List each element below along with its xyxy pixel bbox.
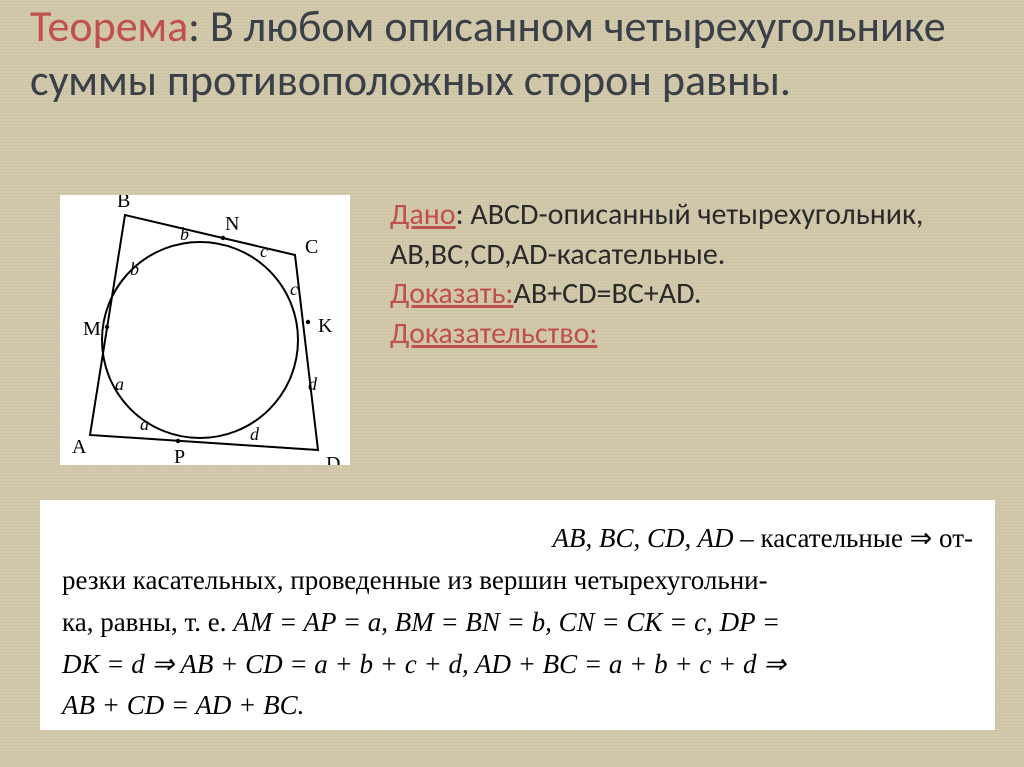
- proof-line-4: DK = d ⇒ AB + CD = a + b + c + d, AD + B…: [62, 644, 973, 686]
- proof-line-5: AB + CD = AD + BC.: [62, 685, 973, 727]
- geometry-diagram: A B C D M N K P aa b b c c d d: [60, 195, 350, 465]
- given-line: Дано: ABCD-описанный четырехугольник, AB…: [390, 195, 990, 274]
- svg-text:P: P: [174, 446, 185, 465]
- svg-text:N: N: [225, 213, 239, 235]
- svg-text:B: B: [117, 195, 130, 212]
- svg-text:M: M: [83, 318, 101, 340]
- prove-line: Доказать:AB+CD=BC+AD.: [390, 274, 990, 314]
- given-text: : ABCD-описанный четырехугольник, AB,BC,…: [390, 196, 923, 273]
- given-prove-block: Дано: ABCD-описанный четырехугольник, AB…: [390, 195, 990, 353]
- slide: Теорема: В любом описанном четырехугольн…: [0, 0, 1024, 767]
- given-label: Дано: [390, 196, 456, 233]
- svg-text:b: b: [130, 259, 139, 279]
- proof-text-box: AB, BC, CD, AD – касательные ⇒ от- резки…: [40, 500, 995, 730]
- diagram-container: A B C D M N K P aa b b c c d d: [60, 195, 350, 465]
- prove-text: AB+CD=BC+AD.: [513, 275, 701, 312]
- prove-label: Доказать:: [390, 275, 513, 312]
- svg-text:c: c: [260, 241, 268, 261]
- svg-text:d: d: [308, 374, 318, 394]
- proof-label-line: Доказательство:: [390, 314, 990, 354]
- proof-line-1: AB, BC, CD, AD – касательные ⇒ от-: [62, 518, 973, 560]
- svg-text:K: K: [318, 315, 333, 337]
- proof-line-2: резки касательных, проведенные из вершин…: [62, 560, 973, 602]
- svg-text:d: d: [250, 424, 260, 444]
- svg-text:b: b: [180, 224, 189, 244]
- proof-label: Доказательство:: [390, 315, 597, 352]
- theorem-title: Теорема: В любом описанном четырехугольн…: [30, 0, 990, 107]
- proof-line-3: ка, равны, т. е. AM = AP = a, BM = BN = …: [62, 602, 973, 644]
- svg-text:c: c: [290, 279, 298, 299]
- svg-text:a: a: [115, 374, 124, 394]
- svg-text:A: A: [72, 436, 87, 458]
- svg-text:a: a: [140, 414, 149, 434]
- svg-text:D: D: [326, 453, 340, 465]
- title-accent: Теорема: [30, 0, 188, 53]
- svg-text:C: C: [305, 236, 318, 258]
